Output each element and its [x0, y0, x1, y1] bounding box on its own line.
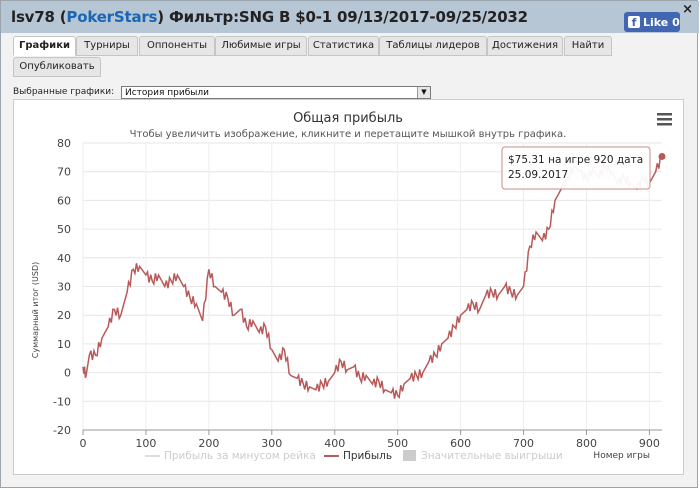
x-tick-label: 100 [135, 437, 156, 450]
y-tick-label: 20 [57, 309, 71, 322]
title-bar: lsv78 (PokerStars) Фильтр:SNG B $0-1 09/… [1, 1, 699, 33]
y-tick-label: 0 [64, 367, 71, 380]
y-tick-label: 80 [57, 137, 71, 150]
x-axis-title: Номер игры [593, 451, 650, 461]
legend-swatch-big-wins [403, 450, 416, 461]
tab-opponents[interactable]: Оппоненты [139, 36, 215, 56]
tab-leaderboards[interactable]: Таблицы лидеров [379, 36, 487, 56]
chart-subtitle: Чтобы увеличить изображение, кликните и … [130, 129, 567, 140]
tab-publish[interactable]: Опубликовать [13, 57, 101, 77]
player-name: lsv78 [11, 8, 55, 26]
tooltip-line-1: $75.31 на игре 920 дата [508, 154, 643, 166]
y-tick-label: -10 [53, 395, 71, 408]
x-tick-label: 0 [80, 437, 87, 450]
graph-select[interactable]: История прибыли ▼ [121, 86, 431, 99]
tooltip-line-2: 25.09.2017 [508, 169, 568, 181]
x-tick-label: 500 [387, 437, 408, 450]
y-tick-label: -20 [53, 424, 71, 437]
page-title: lsv78 (PokerStars) Фильтр:SNG B $0-1 09/… [11, 8, 528, 26]
site-link[interactable]: PokerStars [66, 8, 158, 26]
x-tick-label: 200 [198, 437, 219, 450]
graph-select-label: Выбранные графики: [13, 87, 115, 97]
facebook-like-button[interactable]: f Like 0 [624, 12, 680, 32]
tab-statistics[interactable]: Статистика [308, 36, 379, 56]
x-tick-label: 700 [513, 437, 534, 450]
y-tick-label: 70 [57, 166, 71, 179]
legend-item-profit[interactable]: Прибыль [343, 450, 392, 462]
graph-select-value: История прибыли [125, 88, 209, 98]
x-tick-label: 300 [261, 437, 282, 450]
y-tick-label: 30 [57, 281, 71, 294]
y-tick-label: 40 [57, 252, 71, 265]
chart-legend: Прибыль за минусом рейка Прибыль Значитель… [145, 450, 563, 462]
x-axis: 0 100 200 300 400 500 600 700 800 900 [80, 429, 662, 450]
menu-icon[interactable] [657, 113, 672, 126]
x-tick-label: 900 [639, 437, 660, 450]
last-point-marker[interactable] [658, 152, 666, 160]
close-icon[interactable]: × [682, 2, 693, 17]
y-tick-label: 60 [57, 194, 71, 207]
tab-search[interactable]: Найти [564, 36, 612, 56]
x-tick-label: 800 [576, 437, 597, 450]
profit-chart[interactable]: Общая прибыль Чтобы увеличить изображени… [14, 100, 683, 474]
filter-text: Фильтр:SNG B $0-1 09/13/2017-09/25/2032 [168, 8, 528, 26]
tab-charts[interactable]: Графики [13, 36, 76, 56]
chart-tooltip: $75.31 на игре 920 дата 25.09.2017 [501, 146, 651, 190]
chevron-down-icon[interactable]: ▼ [417, 87, 430, 98]
legend-item-net-rake[interactable]: Прибыль за минусом рейка [164, 450, 316, 462]
tab-achievements[interactable]: Достижения [487, 36, 563, 56]
x-tick-label: 400 [324, 437, 345, 450]
y-axis-title: Суммарный итог (USD) [31, 262, 40, 359]
chart-container[interactable]: Общая прибыль Чтобы увеличить изображени… [13, 99, 684, 475]
like-label: Like 0 [643, 15, 680, 29]
tab-tournaments[interactable]: Турниры [76, 36, 138, 56]
y-tick-label: 50 [57, 223, 71, 236]
tab-favorite-games[interactable]: Любимые игры [215, 36, 307, 56]
x-tick-label: 600 [450, 437, 471, 450]
legend-item-big-wins[interactable]: Значительные выигрыши [421, 450, 563, 462]
profit-series-line [82, 154, 663, 400]
facebook-icon: f [628, 16, 640, 29]
chart-title: Общая прибыль [293, 111, 403, 126]
y-tick-label: 10 [57, 338, 71, 351]
y-axis: -20 -10 0 10 20 30 40 50 60 70 80 [53, 137, 71, 437]
